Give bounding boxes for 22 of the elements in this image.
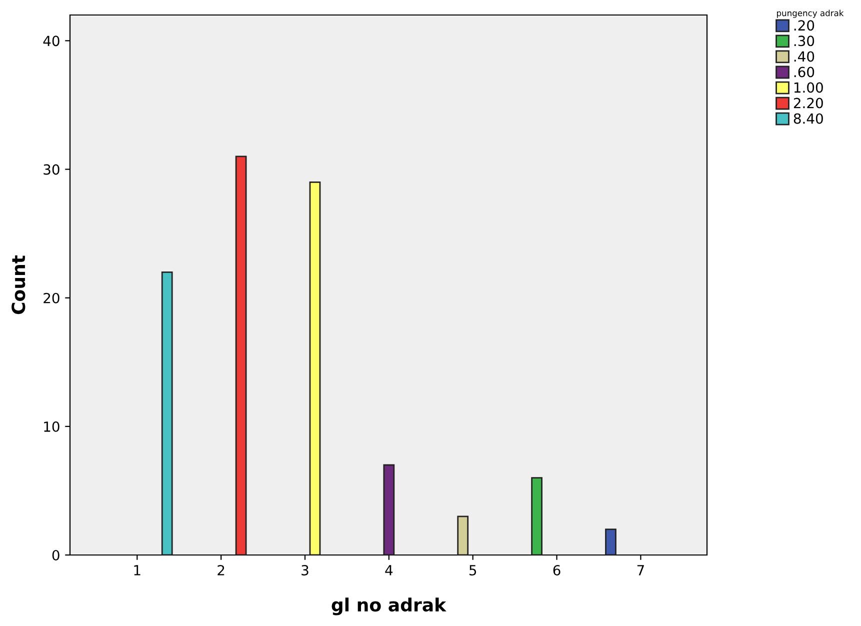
legend-label: .30 [794, 36, 814, 46]
x-tick-label: 6 [553, 564, 560, 576]
x-axis-title: gl no adrak [332, 598, 446, 616]
x-tick-label: 7 [637, 565, 644, 576]
legend-label: 8.40 [794, 113, 823, 124]
x-tick-label: 1 [134, 565, 140, 576]
y-tick-label: 20 [44, 292, 60, 304]
legend-title: pungency adrak [777, 10, 844, 18]
y-tick-label: 10 [44, 421, 60, 432]
y-tick-label: 0 [52, 550, 60, 560]
legend-label: .40 [794, 51, 814, 62]
x-tick-label: 5 [470, 565, 476, 576]
y-tick-label: 30 [44, 164, 60, 175]
x-tick-label: 3 [302, 564, 308, 576]
x-tick-label: 4 [385, 565, 393, 576]
legend-label: 1.00 [794, 82, 823, 93]
legend-label: 2.20 [794, 98, 823, 108]
y-tick-label: 40 [43, 36, 60, 46]
x-tick-label: 2 [218, 564, 224, 576]
y-axis-title: Count [12, 255, 26, 314]
legend-label: .20 [794, 20, 814, 31]
legend-label: .60 [794, 66, 814, 78]
